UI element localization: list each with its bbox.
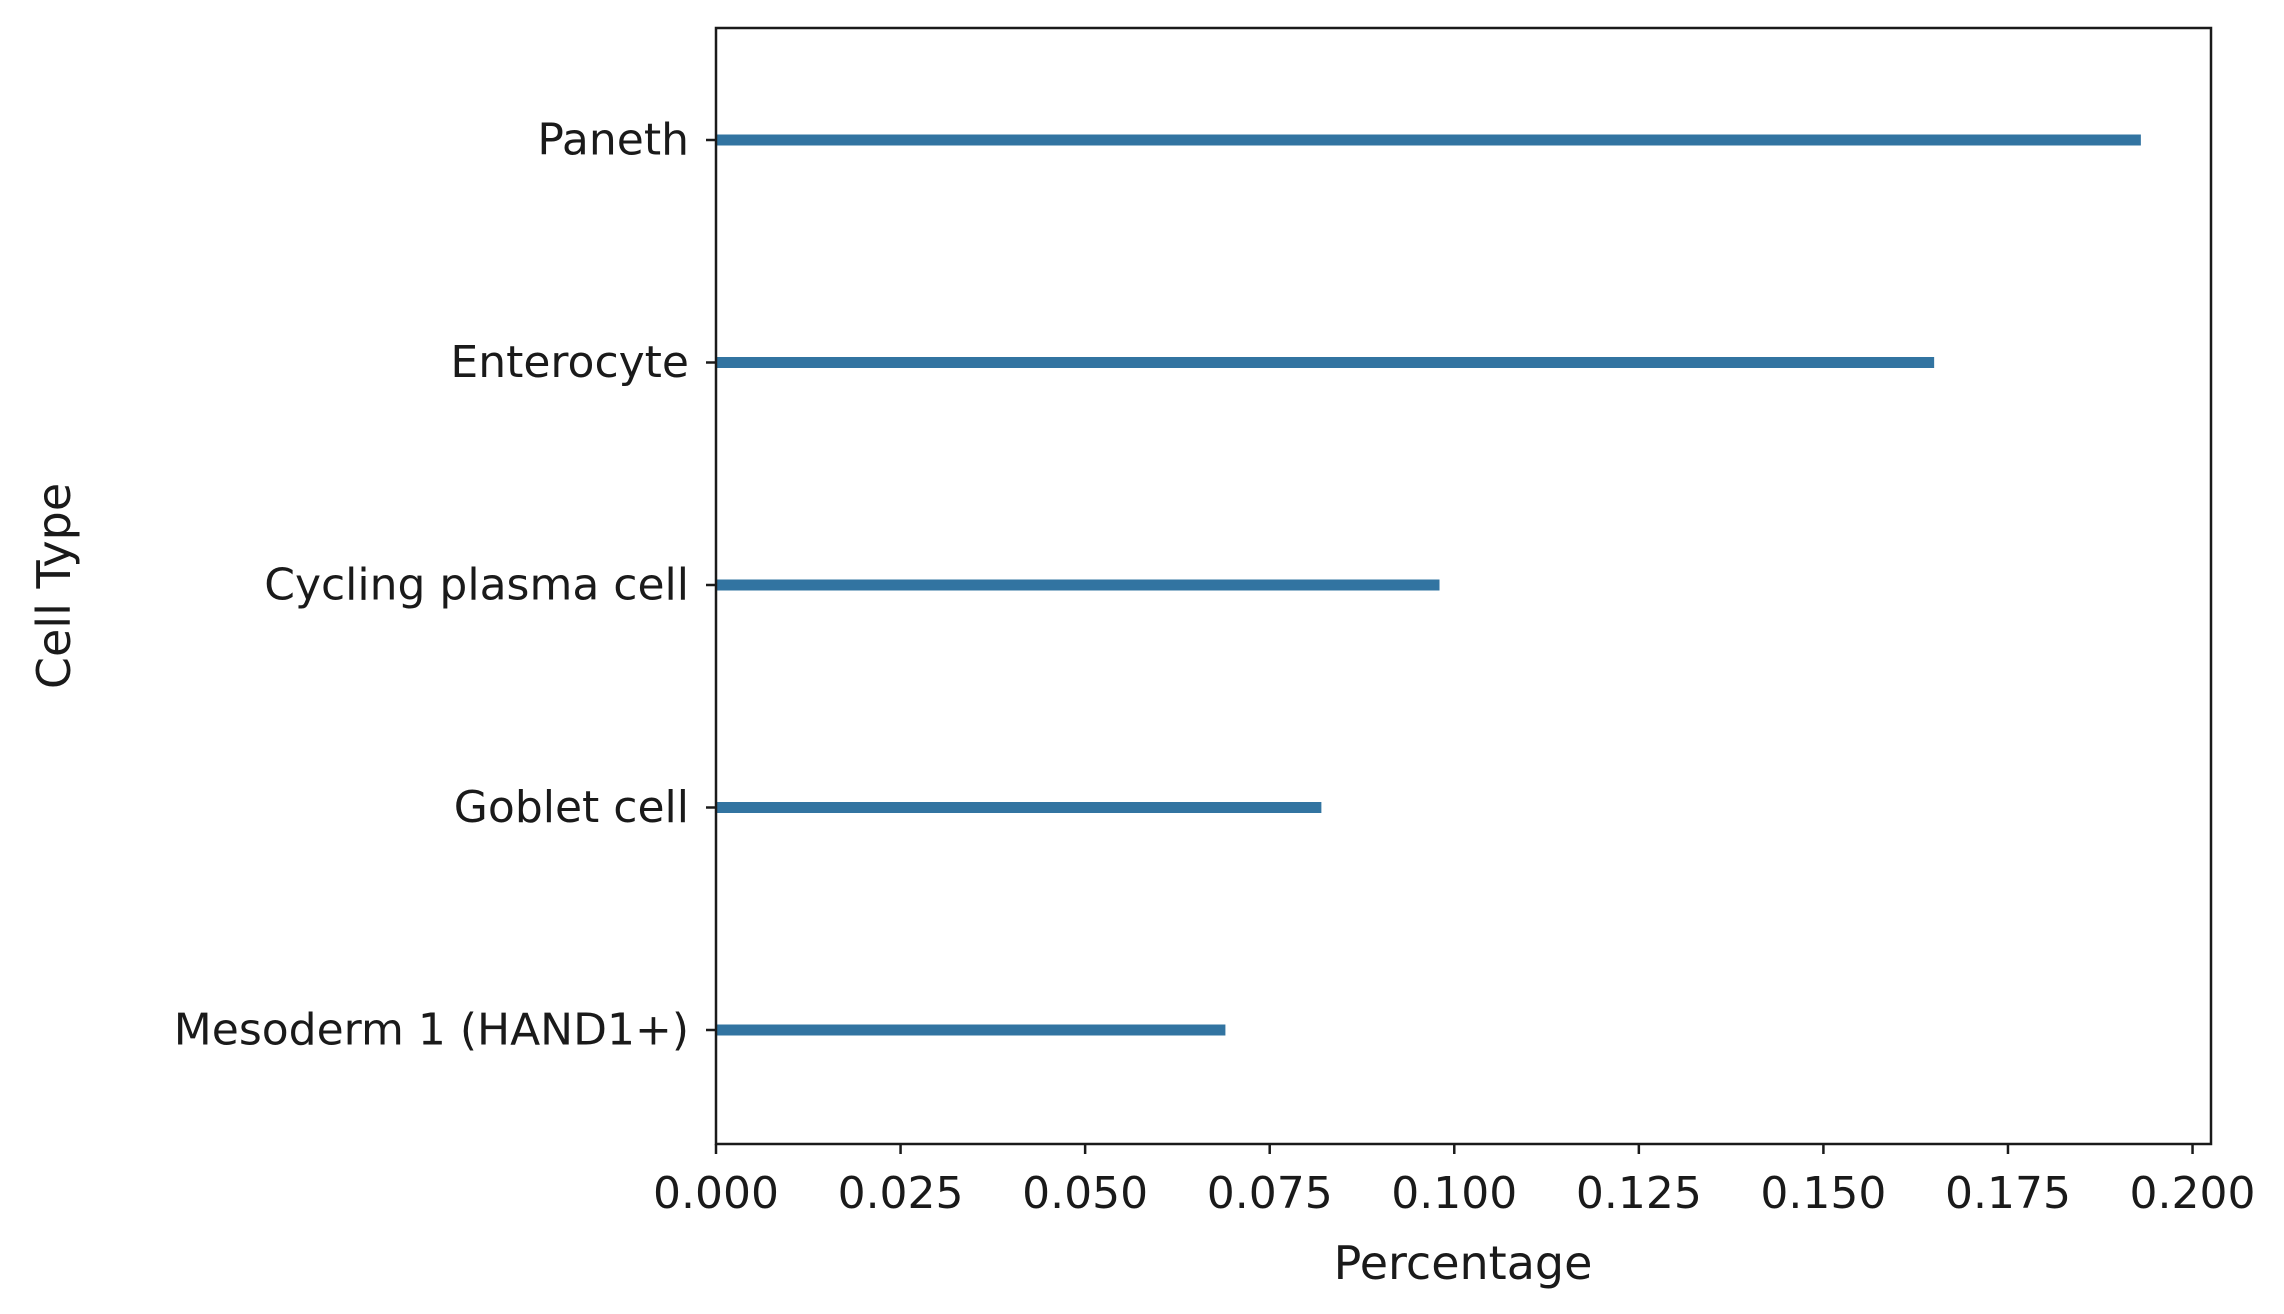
y-tick-label: Enterocyte (450, 337, 689, 388)
bar-3 (716, 802, 1322, 813)
bar-1 (716, 357, 1935, 368)
x-tick-label: 0.100 (1391, 1168, 1517, 1219)
y-tick-label: Paneth (537, 115, 689, 166)
x-tick-label: 0.175 (1945, 1168, 2071, 1219)
plot-frame (714, 26, 2213, 1146)
y-axis-ticks: Paneth Enterocyte Cycling plasma cell Goble… (174, 115, 716, 1056)
bars-group (716, 134, 2141, 1036)
x-tick-label: 0.150 (1760, 1168, 1886, 1219)
y-tick-label: Cycling plasma cell (264, 560, 689, 611)
bar-4 (716, 1024, 1226, 1036)
y-tick-label: Mesoderm 1 (HAND1+) (174, 1005, 689, 1056)
bar-2 (716, 579, 1440, 591)
bar-0 (716, 134, 2141, 146)
x-tick-label: 0.000 (653, 1168, 779, 1219)
x-tick-label: 0.200 (2130, 1168, 2256, 1219)
y-axis-label: Cell Type (27, 483, 81, 689)
x-tick-label: 0.125 (1576, 1168, 1702, 1219)
x-axis-ticks: 0.000 0.025 0.050 0.075 0.100 0.125 0.150 0.175… (653, 1144, 2256, 1219)
x-axis-label: Percentage (1334, 1236, 1593, 1290)
x-tick-label: 0.075 (1207, 1168, 1333, 1219)
x-tick-label: 0.025 (838, 1168, 964, 1219)
y-tick-label: Goblet cell (454, 782, 689, 833)
x-tick-label: 0.050 (1022, 1168, 1148, 1219)
